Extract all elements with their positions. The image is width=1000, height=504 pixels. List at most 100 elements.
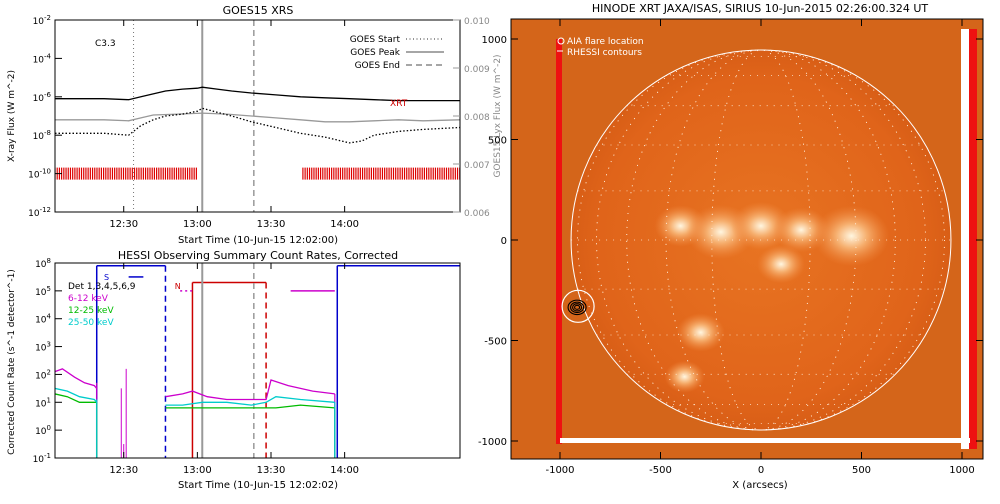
- goes-class-annotation: C3.3: [95, 39, 116, 49]
- goes-ytick-label: 10-8: [33, 129, 51, 142]
- rhessi-contour: [574, 304, 581, 310]
- goes-ytick-label: 10-10: [28, 168, 51, 181]
- hessi-ytick-label: 105: [35, 285, 51, 298]
- goes-xrs-panel: GOES15 XRS 12:30 13:00 13:30 14:0010-210-41…: [7, 4, 503, 246]
- white-edge-bar: [961, 29, 969, 449]
- hessi-xtick-label: 13:00: [183, 465, 212, 476]
- hessi-xtick-label: 13:30: [257, 465, 286, 476]
- rhessi-contour: [570, 301, 585, 314]
- active-region: [757, 244, 806, 284]
- hessi-legend-label: 12-25 keV: [68, 306, 114, 316]
- rhessi-contour: [567, 299, 587, 316]
- xrt-legend-label: RHESSI contours: [567, 48, 642, 58]
- xrt-title: HINODE XRT JAXA/ISAS, SIRIUS 10-Jun-2015…: [592, 2, 929, 15]
- hessi-panel: HESSI Observing Summary Count Rates, Cor…: [7, 249, 461, 491]
- hessi-legend-label: Det 1,3,4,5,6,9: [68, 282, 136, 292]
- hessi-frame: [54, 262, 461, 459]
- grid-meridian: [596, 49, 926, 431]
- xrt-frame: [510, 18, 984, 460]
- goes-ylabel: X-ray Flux (W m^-2): [7, 70, 17, 162]
- hessi-ytick-label: 103: [35, 341, 51, 354]
- grid-meridian: [665, 49, 857, 431]
- grid-meridian: [626, 49, 896, 431]
- goes-xtick-label: 13:00: [183, 219, 212, 230]
- grid-meridian: [711, 49, 811, 431]
- xrt-ytick-label: 0: [501, 236, 507, 247]
- goes-axes: 12:30 13:00 13:30 14:00 10-2 10-4 10-6 10-8 10-1…: [28, 14, 490, 230]
- hessi-series-25-50keV: [55, 387, 98, 403]
- hessi-series-25-50keV: [165, 396, 335, 406]
- hessi-axes: 12:30 13:00 13:30 14:00 108 105 104 103 102 101 10…: [33, 257, 359, 476]
- goes-legend-label: GOES Start: [350, 35, 401, 45]
- xrt-xtick-label: 1000: [949, 465, 974, 476]
- goes-legend-label: GOES Peak: [350, 48, 400, 58]
- hessi-ytick-label: 108: [35, 257, 51, 270]
- goes-title: GOES15 XRS: [223, 4, 294, 17]
- hessi-title: HESSI Observing Summary Count Rates, Cor…: [118, 249, 398, 262]
- goes-series-short: [55, 107, 460, 144]
- hessi-ytick-label: 10-1: [33, 452, 51, 465]
- limb-circle: [570, 49, 952, 431]
- grid-meridian: [577, 49, 945, 431]
- xrt-xtick-label: 0: [758, 465, 764, 476]
- goes-ytick-label: 10-2: [33, 14, 51, 27]
- active-region: [813, 205, 890, 267]
- hessi-ytick-label: 102: [35, 368, 51, 381]
- hessi-legend-label: 6-12 keV: [68, 294, 109, 304]
- goes-ytick-right-label: 0.010: [464, 17, 490, 27]
- xrt-xtick-label: 500: [852, 465, 871, 476]
- goes-ylabel-right: GOES15 Lyx Flux (W m^-2): [493, 54, 503, 177]
- hessi-ytick-label: 104: [35, 313, 51, 326]
- xrt-xtick-label: -1000: [545, 465, 574, 476]
- hessi-ylabel: Corrected Count Rate (s^-1 detector^-1): [7, 269, 17, 455]
- white-edge-bar: [560, 438, 970, 443]
- xrt-axes: -1000 -500 0 500 1000 1000 500 0 -500 -1000: [478, 19, 983, 476]
- xrt-xtick-label: -500: [649, 465, 672, 476]
- goes-plot-area: [55, 20, 460, 212]
- xrt-ytick-label: -500: [484, 337, 507, 348]
- hessi-legend: Det 1,3,4,5,6,9 6-12 keV 12-25 keV 25-50 ke…: [68, 273, 181, 328]
- red-edge-bar: [556, 39, 562, 444]
- goes-xlabel: Start Time (10-Jun-15 12:02:00): [178, 235, 338, 246]
- goes-series-lyx: [55, 112, 460, 123]
- hessi-marker: S: [104, 273, 109, 282]
- xrt-xlabel: X (arcsecs): [732, 480, 788, 491]
- xrt-legend-label: AIA flare location: [567, 37, 644, 47]
- hessi-series-12-25keV: [55, 393, 97, 403]
- xrt-ytick-label: 1000: [482, 35, 507, 46]
- goes-ytick-right-label: 0.008: [464, 113, 490, 123]
- hessi-xlabel: Start Time (10-Jun-15 12:02:02): [178, 480, 338, 491]
- active-region: [664, 360, 705, 393]
- goes-ytick-right-label: 0.009: [464, 65, 490, 75]
- xrt-image-panel: HINODE XRT JAXA/ISAS, SIRIUS 10-Jun-2015…: [478, 2, 984, 491]
- xrt-ytick-label: 500: [488, 136, 507, 147]
- goes-xrt-label: XRT: [390, 99, 408, 109]
- hessi-plot-area: [55, 263, 460, 458]
- goes-ytick-label: 10-4: [33, 52, 52, 65]
- goes-ytick-label: 10-12: [28, 206, 51, 219]
- active-region: [676, 313, 725, 352]
- hessi-ytick-label: 100: [35, 424, 51, 437]
- hessi-ytick-label: 101: [35, 396, 51, 409]
- goes-ytick-right-label: 0.006: [464, 209, 490, 219]
- goes-xtick-label: 12:30: [109, 219, 138, 230]
- rhessi-contour: [572, 303, 583, 312]
- hessi-legend-label: 25-50 keV: [68, 318, 114, 328]
- goes-ytick-label: 10-6: [33, 91, 52, 104]
- goes-legend-label: GOES End: [355, 61, 400, 71]
- goes-series-long: [55, 86, 460, 102]
- hessi-marker: N: [175, 282, 181, 291]
- goes-xtick-label: 13:30: [257, 219, 286, 230]
- hessi-series-12-25keV: [165, 404, 335, 409]
- goes-ytick-right-label: 0.007: [464, 161, 490, 171]
- hessi-xtick-label: 12:30: [109, 465, 138, 476]
- goes-legend: GOES Start GOES Peak GOES End: [350, 35, 444, 71]
- hessi-xtick-label: 14:00: [330, 465, 359, 476]
- hessi-series-6-12keV: [165, 379, 335, 401]
- aia-flare-location-circle: [561, 289, 595, 323]
- red-edge-bar: [969, 29, 977, 449]
- hessi-series-6-12keV: [55, 368, 98, 389]
